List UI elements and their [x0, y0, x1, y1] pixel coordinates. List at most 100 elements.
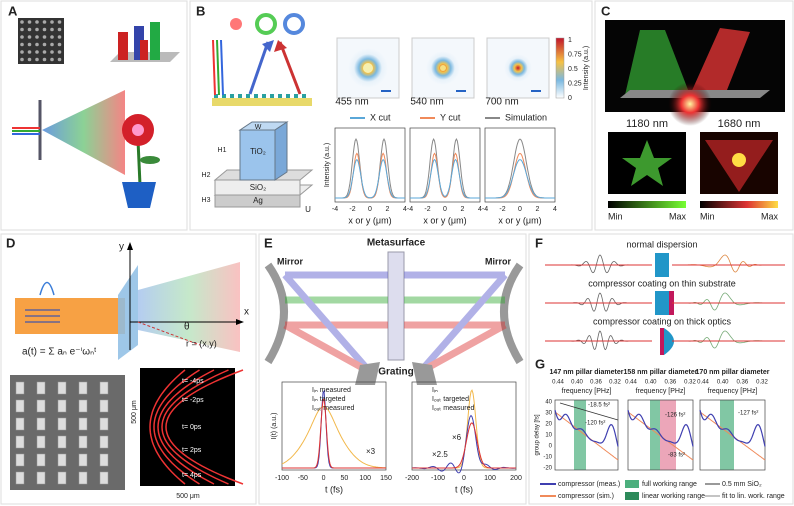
layer-label: U [305, 205, 311, 214]
plot-frame [484, 127, 556, 203]
x-tick-label: 0.40 [571, 380, 583, 386]
legend-entry: Iᵢₙ targeted [312, 396, 346, 403]
labels: A B 455 nm 540 nm 700 nm 1 0.75 0.5 0.25 0 Intensi… [6, 3, 785, 499]
pillar [57, 20, 62, 24]
mirror-label: Mirror [485, 256, 512, 266]
x-tick-label: -2 [349, 206, 355, 213]
pillar [36, 435, 46, 449]
layer-label: H1 [218, 147, 227, 154]
pillar [50, 20, 54, 24]
pillar [20, 20, 24, 24]
pillar [15, 399, 25, 413]
pillar [20, 35, 24, 39]
position-label: r = (x,y) [186, 338, 217, 348]
panel-a-art [12, 18, 180, 208]
grating-label: Grating [378, 367, 414, 378]
y-axis-label: group delay [fs] [535, 414, 541, 455]
pillar [27, 20, 32, 24]
curve [554, 411, 619, 461]
panel-label: F [535, 235, 543, 250]
annotation: -18.5 fs² [588, 403, 610, 409]
panel-label: C [601, 3, 611, 18]
pillar [214, 94, 218, 98]
angle-label: θ [184, 322, 190, 333]
pillar [78, 435, 88, 449]
pillar [27, 50, 32, 54]
x-axis-label: x or y (μm) [498, 215, 541, 225]
annotation: -126 fs² [665, 413, 685, 419]
wavelength-label: 540 nm [410, 97, 443, 108]
layer-label: Ag [253, 196, 263, 205]
curve [149, 369, 186, 485]
curve [153, 369, 200, 485]
curve [627, 409, 694, 447]
pillar [36, 399, 46, 413]
pillar [27, 35, 32, 39]
pillar [78, 381, 88, 395]
metasurface-label: Metasurface [367, 238, 426, 249]
pillar [27, 57, 32, 62]
pillar [50, 27, 54, 32]
pillar [15, 435, 25, 449]
x-tick-label: 0.44 [552, 380, 564, 386]
scale-max: Max [669, 211, 687, 221]
x-tick-label: 0.40 [645, 380, 657, 386]
wavelength-label: 1680 nm [718, 118, 761, 130]
panel-label: B [196, 3, 205, 18]
curve [412, 422, 516, 469]
curve [485, 159, 555, 199]
curve [699, 411, 766, 461]
colorbar-tick: 0.5 [568, 66, 578, 73]
pulse [675, 292, 780, 311]
pillar [238, 94, 242, 98]
legend-entry: Iᵢₙ [432, 387, 438, 394]
annotation: ×3 [366, 447, 376, 456]
pillar [35, 35, 39, 39]
colorbar-tick: 0 [568, 95, 572, 102]
legend-entry: compressor (sim.) [558, 493, 614, 500]
x-tick-label: 0.32 [684, 380, 696, 386]
panel-f-art [545, 253, 785, 355]
curve [165, 369, 244, 485]
annotation: -83 fs² [668, 453, 685, 459]
x-tick-label: -4 [407, 206, 413, 213]
x-tick-label: 0 [322, 475, 326, 482]
legend-entry: Iᵢₙ measured [312, 387, 351, 394]
pillar [42, 57, 47, 62]
y-tick-label: 10 [545, 433, 552, 439]
legend-entry: linear working range [642, 493, 705, 500]
pillar [57, 35, 62, 39]
wavelength-label: 1180 nm [626, 118, 668, 130]
pillar [57, 399, 67, 413]
curve [699, 409, 766, 447]
pillar [42, 27, 47, 32]
pillar [36, 453, 46, 467]
legend-entry: X cut [370, 112, 391, 122]
pillar [262, 94, 266, 98]
annotation: -127 fs² [738, 411, 758, 417]
caption: compressor coating on thick optics [593, 316, 732, 326]
legend-entry: Iₒᵤₜ measured [432, 405, 475, 412]
pillar [15, 381, 25, 395]
pillar [57, 453, 67, 467]
x-axis-label: t (fs) [325, 484, 343, 494]
plot-frame [409, 127, 481, 203]
x-tick-label: 4 [403, 206, 407, 213]
curve [282, 398, 386, 469]
pillar [35, 50, 39, 54]
panel-c-art [605, 20, 785, 208]
scale-bar: 500 μm [131, 400, 138, 424]
y-tick-label: 40 [545, 400, 552, 406]
curve [559, 402, 619, 421]
scale-bar: 500 μm [176, 493, 200, 500]
x-tick-label: 0 [462, 475, 466, 482]
time-label: t= 0ps [182, 424, 202, 431]
pillar [302, 94, 306, 98]
x-tick-label: -200 [405, 475, 419, 482]
legend-entry: Y cut [440, 112, 461, 122]
x-tick-label: 200 [510, 475, 522, 482]
pillar [15, 471, 25, 485]
x-tick-label: 0.32 [756, 380, 768, 386]
legend-entry: Iₒᵤₜ measured [312, 405, 355, 412]
